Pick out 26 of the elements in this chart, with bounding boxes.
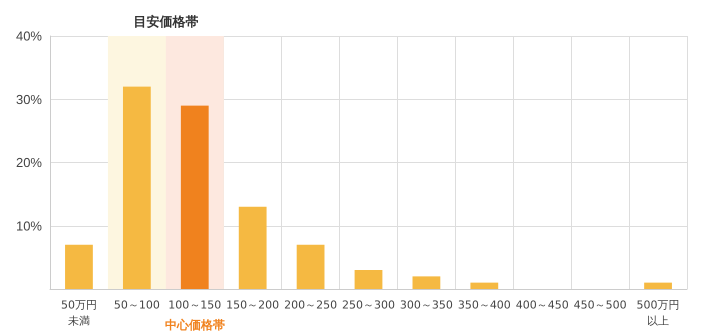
bar: [180, 106, 209, 289]
x-tick-label: 400～450: [516, 298, 569, 312]
bar: [470, 282, 498, 289]
x-tick-label: 50～100: [114, 298, 160, 312]
y-tick-label: 20%: [16, 155, 42, 170]
bar: [296, 244, 324, 289]
bar: [65, 244, 93, 289]
x-tick-label: 50万円未満: [60, 298, 97, 328]
y-tick-label: 10%: [16, 218, 42, 234]
band-label: 目安価格帯: [133, 14, 198, 29]
x-tick-label: 350～400: [458, 298, 511, 312]
x-tick-label: 200～250: [284, 298, 338, 312]
x-tick-label: 100～150: [168, 298, 222, 312]
bar: [122, 86, 151, 289]
x-tick-label: 150～200: [226, 298, 280, 312]
y-tick-label: 30%: [16, 92, 42, 107]
y-tick-label: 40%: [16, 28, 42, 44]
bar: [644, 282, 672, 289]
bar: [412, 276, 440, 289]
bar: [238, 206, 267, 289]
x-tick-label: 300～350: [400, 298, 453, 312]
x-tick-label: 450～500: [574, 298, 627, 312]
bar: [354, 270, 382, 289]
x-tick-label: 500万円以上: [636, 298, 680, 328]
x-tick-label: 250～300: [342, 298, 395, 312]
band-label: 中心価格帯: [164, 318, 225, 332]
